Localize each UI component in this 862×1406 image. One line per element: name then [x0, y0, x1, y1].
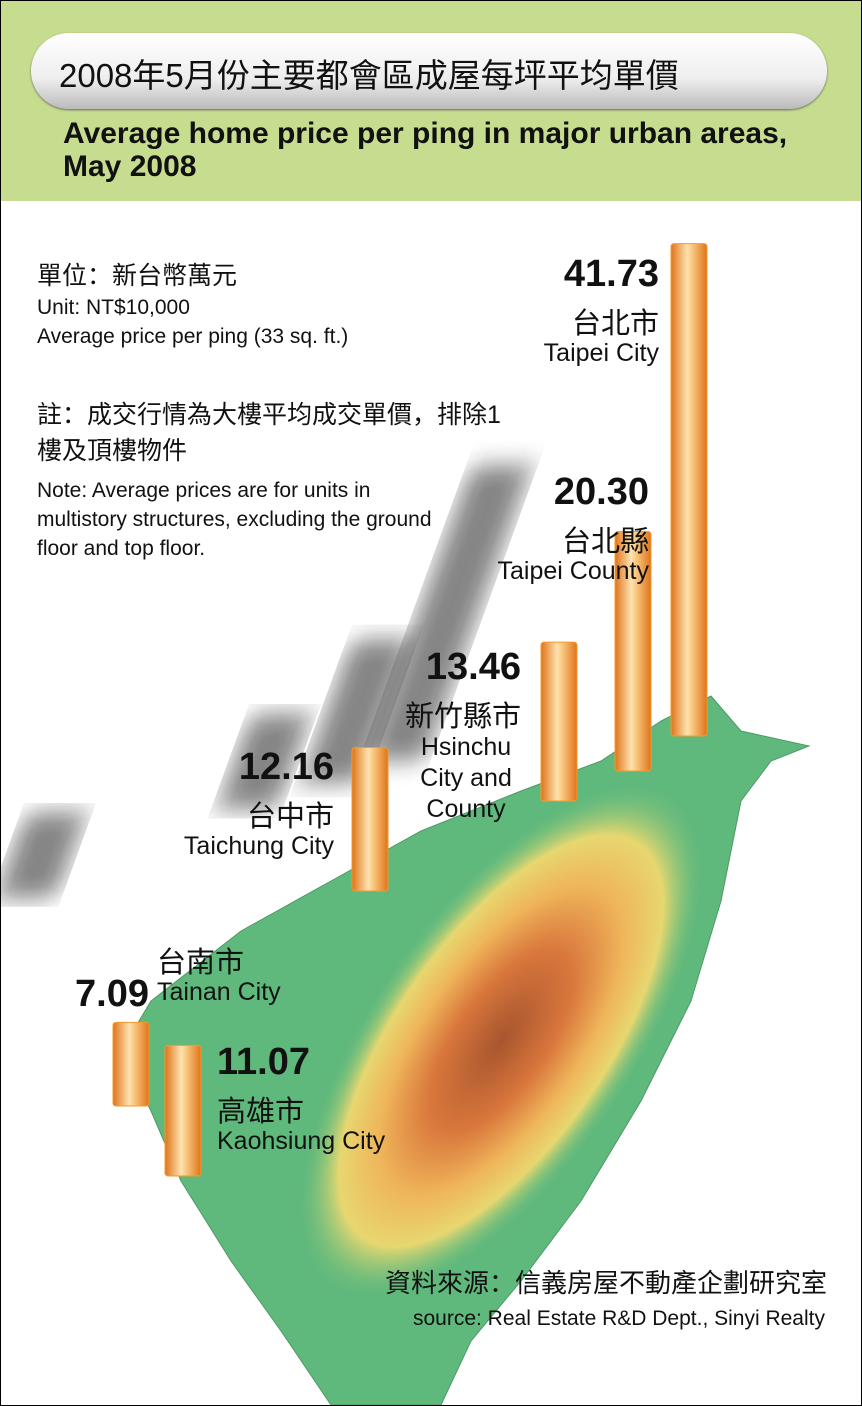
bar: [540, 641, 578, 802]
chart-title: 2008年5月份主要都會區成屋每坪平均單價: [59, 57, 679, 94]
category-en: Taichung City: [183, 832, 334, 860]
category-zh: 高雄市: [217, 1096, 305, 1128]
bar: [351, 747, 389, 892]
value-label: 13.46: [425, 646, 521, 688]
category-en: Tainan City: [157, 978, 281, 1006]
bar-shadow: [1, 812, 87, 899]
bar-shadow: [216, 713, 312, 809]
value-label: 41.73: [563, 253, 659, 295]
category-zh: 新竹縣市: [404, 701, 521, 733]
unit-en: Unit: NT$10,000: [37, 296, 190, 319]
category-zh: 台南市: [157, 947, 245, 979]
note-en: Note: Average prices are for units in mu…: [37, 479, 432, 560]
category-zh: 台北縣: [561, 526, 649, 558]
unit-note: Average price per ping (33 sq. ft.): [37, 325, 349, 348]
category-zh: 台北市: [571, 308, 659, 340]
category-en: Kaohsiung City: [217, 1127, 386, 1155]
source-en: source: Real Estate R&D Dept., Sinyi Rea…: [412, 1307, 825, 1330]
category-zh: 台中市: [246, 801, 334, 833]
unit-zh: 單位：新台幣萬元: [37, 262, 238, 290]
bar: [164, 1044, 202, 1177]
bar: [614, 530, 652, 772]
category-en: Hsinchu City and County: [420, 733, 512, 823]
bar: [670, 243, 708, 737]
chart-subtitle: Average home price per ping in major urb…: [63, 117, 788, 183]
value-label: 20.30: [553, 471, 649, 513]
relief: [298, 784, 704, 1298]
bar-shadow: [364, 465, 533, 761]
value-label: 7.09: [75, 973, 149, 1015]
value-label: 12.16: [238, 746, 334, 788]
value-label: 11.07: [217, 1041, 310, 1083]
title-pill: [31, 33, 827, 109]
category-en: Taipei City: [543, 339, 659, 367]
category-en: Taipei County: [497, 557, 649, 585]
source-zh: 資料來源：信義房屋不動產企劃研究室: [384, 1268, 827, 1298]
bar: [112, 1021, 150, 1107]
note-zh: 註：成交行情為大樓平均成交單價，排除1樓及頂樓物件: [37, 401, 501, 465]
bar-shadow: [300, 639, 413, 783]
